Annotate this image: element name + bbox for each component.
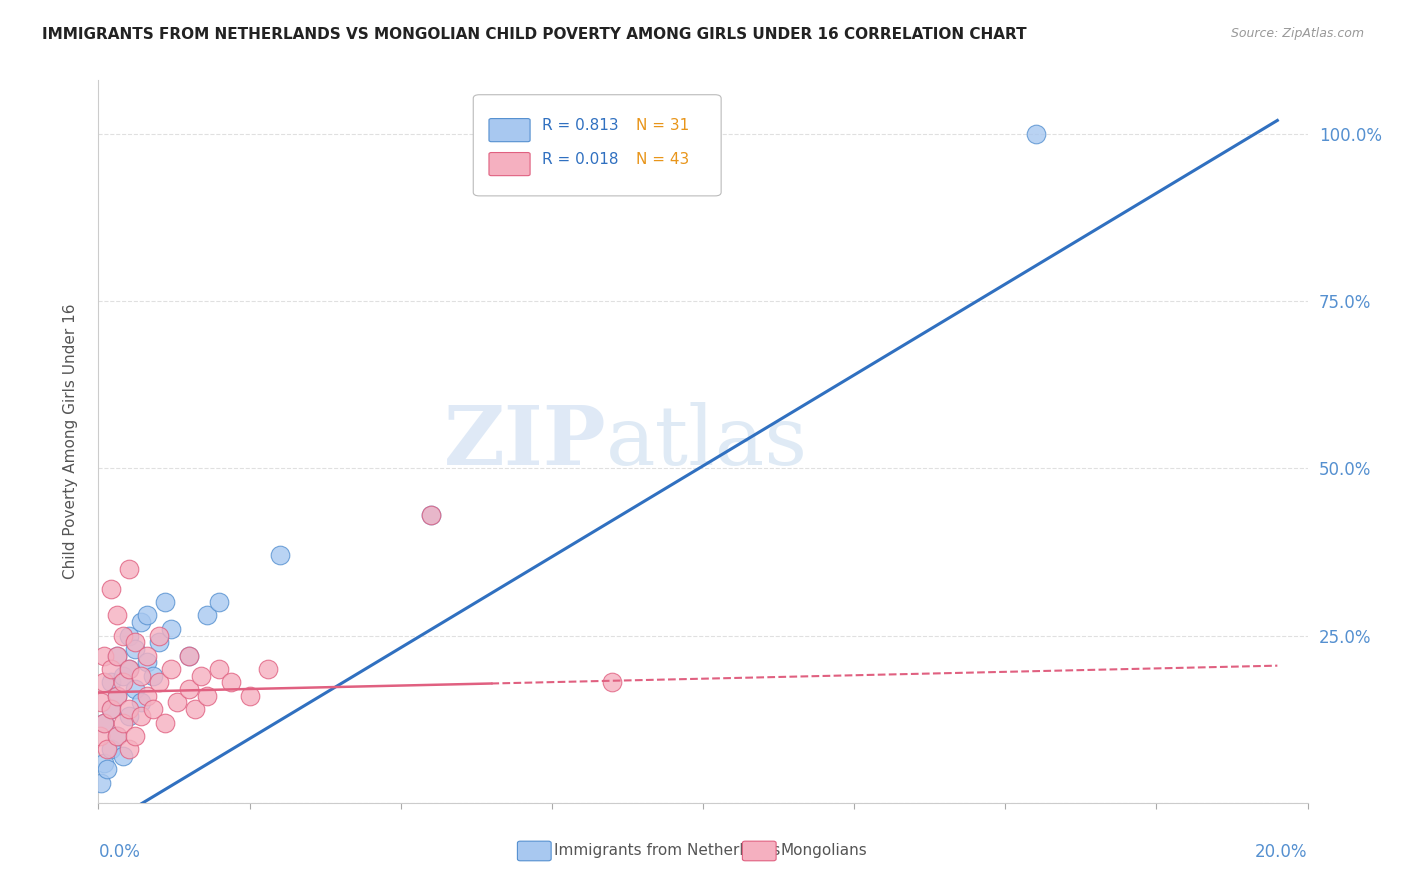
Point bbox=[124, 635, 146, 649]
Point bbox=[93, 675, 115, 690]
Point bbox=[208, 595, 231, 609]
Point bbox=[239, 689, 262, 703]
Point bbox=[118, 662, 141, 676]
Point bbox=[124, 729, 146, 743]
Text: Source: ZipAtlas.com: Source: ZipAtlas.com bbox=[1230, 27, 1364, 40]
Text: 20.0%: 20.0% bbox=[1256, 843, 1308, 861]
Point bbox=[160, 662, 183, 676]
Point bbox=[148, 675, 170, 690]
Point bbox=[118, 662, 141, 676]
Point bbox=[221, 675, 243, 690]
Point bbox=[256, 662, 278, 676]
Text: Mongolians: Mongolians bbox=[780, 844, 868, 858]
Point bbox=[129, 669, 152, 683]
Point bbox=[100, 702, 122, 716]
Point bbox=[184, 702, 207, 716]
FancyBboxPatch shape bbox=[474, 95, 721, 196]
Point bbox=[118, 742, 141, 756]
Point bbox=[89, 729, 111, 743]
Point bbox=[190, 669, 212, 683]
Text: IMMIGRANTS FROM NETHERLANDS VS MONGOLIAN CHILD POVERTY AMONG GIRLS UNDER 16 CORR: IMMIGRANTS FROM NETHERLANDS VS MONGOLIAN… bbox=[42, 27, 1026, 42]
Point bbox=[90, 696, 112, 710]
Point bbox=[135, 689, 157, 703]
Point bbox=[105, 729, 128, 743]
Point bbox=[90, 776, 112, 790]
Point bbox=[100, 675, 122, 690]
Point bbox=[124, 681, 146, 696]
Point bbox=[100, 662, 122, 676]
Text: atlas: atlas bbox=[606, 401, 808, 482]
Text: Immigrants from Netherlands: Immigrants from Netherlands bbox=[554, 844, 780, 858]
Point bbox=[111, 628, 134, 642]
Point bbox=[420, 508, 443, 523]
Point bbox=[129, 708, 152, 723]
Point bbox=[111, 749, 134, 764]
Point bbox=[111, 715, 134, 730]
Point bbox=[135, 608, 157, 623]
Point bbox=[93, 715, 115, 730]
Text: N = 31: N = 31 bbox=[637, 119, 690, 133]
Point bbox=[1024, 127, 1046, 141]
Point bbox=[118, 708, 141, 723]
Point bbox=[179, 648, 201, 663]
Text: R = 0.018: R = 0.018 bbox=[543, 153, 619, 168]
Point bbox=[208, 662, 231, 676]
Point bbox=[129, 615, 152, 630]
Point bbox=[93, 715, 115, 730]
Point bbox=[118, 702, 141, 716]
Point bbox=[118, 562, 141, 576]
Point bbox=[105, 648, 128, 663]
Y-axis label: Child Poverty Among Girls Under 16: Child Poverty Among Girls Under 16 bbox=[63, 304, 77, 579]
Point bbox=[105, 648, 128, 663]
Point bbox=[124, 642, 146, 657]
Point bbox=[602, 675, 624, 690]
Point bbox=[148, 635, 170, 649]
Text: ZIP: ZIP bbox=[444, 401, 606, 482]
Text: 0.0%: 0.0% bbox=[98, 843, 141, 861]
Point bbox=[93, 756, 115, 770]
Point bbox=[153, 715, 176, 730]
Point bbox=[100, 742, 122, 756]
Point bbox=[129, 696, 152, 710]
Text: R = 0.813: R = 0.813 bbox=[543, 119, 619, 133]
Point bbox=[420, 508, 443, 523]
Point bbox=[96, 742, 118, 756]
Text: N = 43: N = 43 bbox=[637, 153, 690, 168]
Point bbox=[111, 675, 134, 690]
Point bbox=[160, 622, 183, 636]
Point bbox=[118, 628, 141, 642]
Point bbox=[105, 689, 128, 703]
Point bbox=[179, 681, 201, 696]
FancyBboxPatch shape bbox=[489, 153, 530, 176]
Point bbox=[148, 628, 170, 642]
FancyBboxPatch shape bbox=[489, 119, 530, 142]
Point bbox=[105, 729, 128, 743]
Point bbox=[153, 595, 176, 609]
Point bbox=[166, 696, 188, 710]
Point bbox=[100, 582, 122, 596]
Point bbox=[135, 655, 157, 669]
Point bbox=[179, 648, 201, 663]
Point bbox=[195, 608, 218, 623]
Point bbox=[105, 689, 128, 703]
Point bbox=[105, 608, 128, 623]
Point bbox=[142, 669, 165, 683]
Point bbox=[142, 702, 165, 716]
Point bbox=[93, 648, 115, 663]
Point bbox=[111, 669, 134, 683]
Point bbox=[135, 648, 157, 663]
Point bbox=[100, 702, 122, 716]
Point bbox=[195, 689, 218, 703]
Point bbox=[96, 762, 118, 776]
Point bbox=[269, 548, 291, 563]
